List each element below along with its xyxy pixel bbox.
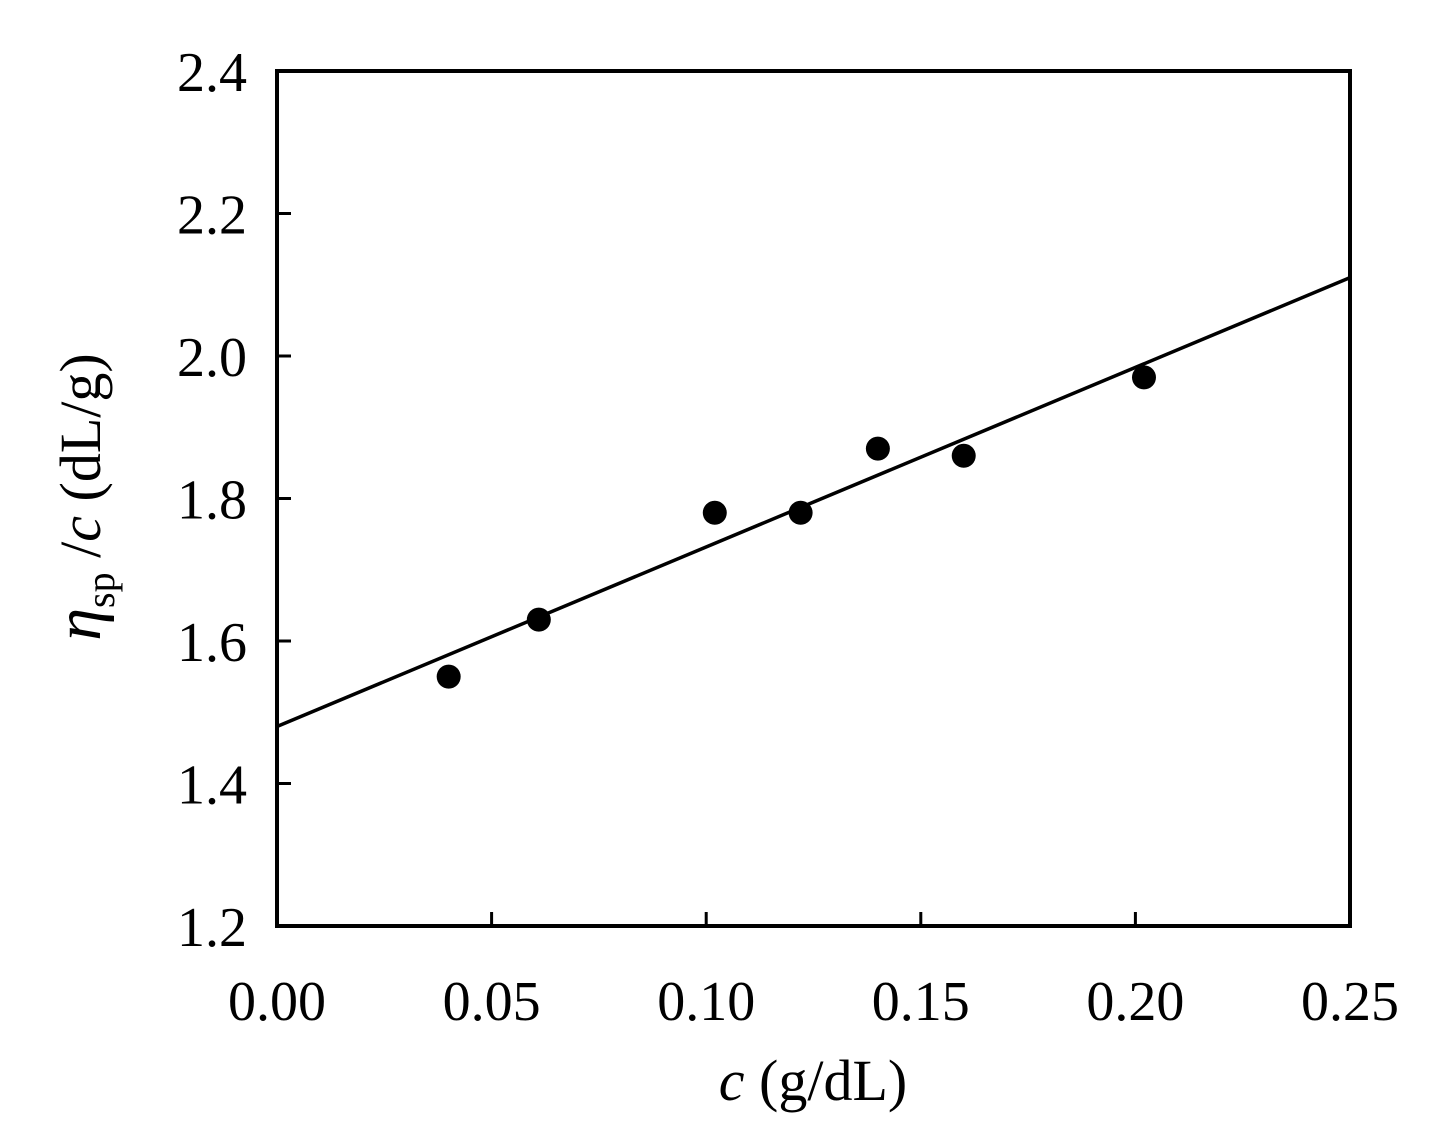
y-axis-label-sub: sp xyxy=(78,572,123,608)
y-tick-label: 2.2 xyxy=(177,185,247,247)
fit-line xyxy=(276,276,1351,729)
x-tick-label: 0.20 xyxy=(1086,971,1184,1033)
x-tick-labels: 0.00 0.05 0.10 0.15 0.20 0.25 xyxy=(228,971,1399,1033)
data-point xyxy=(526,607,551,632)
data-point xyxy=(702,500,727,525)
y-axis-label-unit: (dL/g) xyxy=(48,353,113,516)
data-point xyxy=(436,664,461,689)
x-axis-label-unit: (g/dL) xyxy=(745,1048,908,1113)
y-tick-label: 1.2 xyxy=(177,897,247,959)
ticks xyxy=(275,69,1352,928)
y-axis-label-slash: / xyxy=(48,541,113,573)
x-axis-label: c (g/dL) xyxy=(719,1048,907,1113)
data-point xyxy=(1131,365,1156,390)
y-tick-label: 1.6 xyxy=(177,612,247,674)
y-tick-label: 1.8 xyxy=(177,470,247,532)
x-tick-label: 0.15 xyxy=(872,971,970,1033)
y-tick-label: 2.4 xyxy=(177,42,247,104)
fit-line-group xyxy=(276,276,1351,729)
plot-frame xyxy=(275,69,1352,928)
x-tick-label: 0.25 xyxy=(1301,971,1399,1033)
y-axis-label: ηsp /c (dL/g) xyxy=(42,353,123,640)
y-axis-label-var: η xyxy=(42,608,115,641)
x-tick-label: 0.00 xyxy=(228,971,326,1033)
y-axis-label-var2: c xyxy=(48,516,113,542)
x-tick-label: 0.05 xyxy=(443,971,541,1033)
data-points xyxy=(436,365,1156,689)
y-tick-labels: 1.2 1.4 1.6 1.8 2.0 2.2 2.4 xyxy=(177,42,247,959)
y-tick-label: 2.0 xyxy=(177,327,247,389)
data-point xyxy=(788,500,813,525)
data-point xyxy=(865,436,890,461)
x-tick-label: 0.10 xyxy=(657,971,755,1033)
data-point xyxy=(951,443,976,468)
y-tick-label: 1.4 xyxy=(177,755,247,817)
x-axis-label-var: c xyxy=(719,1048,745,1113)
